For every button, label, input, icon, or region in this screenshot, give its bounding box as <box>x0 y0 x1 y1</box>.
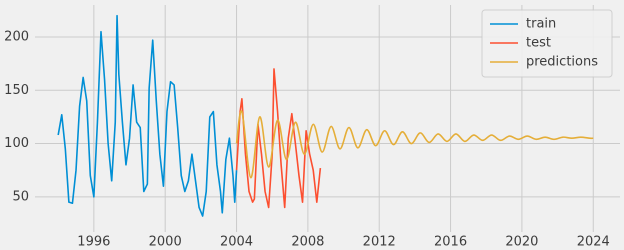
series-line <box>57 14 238 217</box>
x-tick-label: 2016 <box>434 235 467 250</box>
x-tick-label: 2000 <box>149 235 182 250</box>
y-tick-label: 150 <box>4 83 29 98</box>
x-tick-label: 2004 <box>220 235 253 250</box>
x-tick-label: 2024 <box>577 235 610 250</box>
x-tick-label: 2020 <box>505 235 538 250</box>
legend-label: train <box>526 17 556 32</box>
legend-box <box>481 9 613 78</box>
x-tick-label: 2008 <box>291 235 324 250</box>
y-tick-label: 50 <box>12 189 29 204</box>
series-line <box>235 110 594 179</box>
x-tick-label: 2012 <box>363 235 396 250</box>
y-tick-label: 100 <box>4 136 29 151</box>
legend-label: predictions <box>526 55 598 70</box>
y-tick-label: 200 <box>4 29 29 44</box>
legend-label: test <box>526 36 551 51</box>
x-tick-label: 1996 <box>77 235 110 250</box>
series-line <box>235 68 322 209</box>
